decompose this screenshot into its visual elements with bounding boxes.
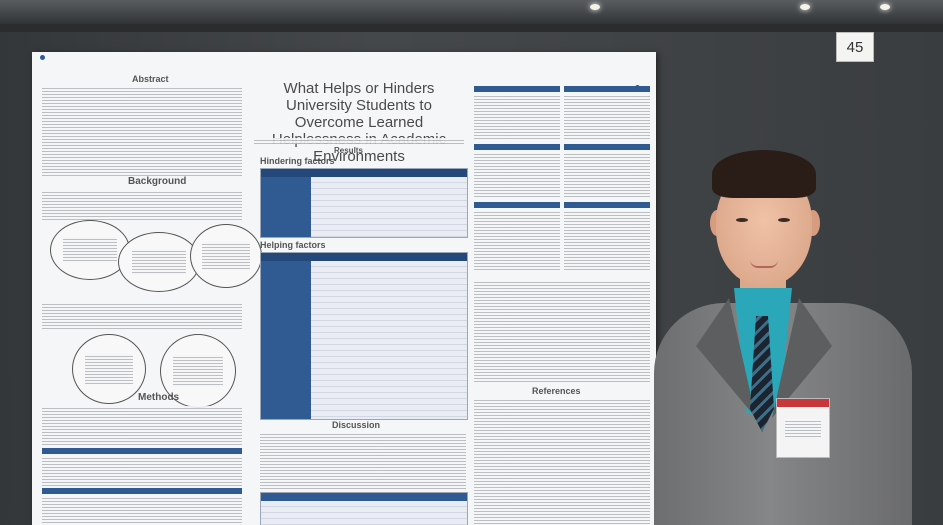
ceiling-light [800, 4, 810, 10]
references-text [474, 398, 650, 525]
hindering-table [260, 168, 468, 238]
ceiling [0, 0, 943, 26]
research-poster: Abstract Background Methods What Helps o… [32, 52, 656, 525]
booth-number: 45 [846, 38, 864, 56]
participants-text [42, 456, 242, 486]
board-frame [0, 24, 943, 32]
table-header-bar [42, 488, 242, 494]
ceiling-light [590, 4, 600, 10]
diagram-node [50, 220, 130, 280]
discussion-heading: Discussion [332, 420, 381, 430]
author-line [254, 138, 464, 144]
box-text [564, 152, 650, 198]
references-heading: References [532, 386, 581, 396]
box-text [564, 210, 650, 270]
table-header-bar [42, 448, 242, 454]
ceiling-light [880, 4, 890, 10]
methods-heading: Methods [138, 392, 180, 403]
box-header-bar [564, 202, 650, 208]
badge-text [785, 419, 821, 437]
smile [750, 260, 778, 268]
eye [778, 218, 790, 222]
box-header-bar [474, 86, 560, 92]
abstract-text [42, 86, 242, 178]
eye [736, 218, 748, 222]
methods-text [42, 406, 242, 446]
questions-text [42, 496, 242, 525]
name-badge [776, 398, 830, 458]
box-header-bar [564, 86, 650, 92]
helping-table [260, 252, 468, 420]
box-text [474, 94, 560, 140]
pushpin-icon [40, 55, 45, 60]
box-header-bar [474, 144, 560, 150]
badge-strip [777, 399, 829, 407]
diagram-node [72, 334, 146, 404]
limitations-text [474, 280, 650, 384]
box-text [474, 210, 560, 270]
abstract-heading: Abstract [132, 74, 169, 84]
poster-title: What Helps or Hinders University Student… [272, 80, 446, 165]
diagram-node [160, 334, 236, 408]
diagram-node [190, 224, 262, 288]
helping-heading: Helping factors [260, 240, 326, 250]
discussion-text [260, 432, 466, 490]
diagram-node [118, 232, 200, 292]
hair [712, 150, 816, 198]
results-heading: Results [334, 146, 363, 155]
presenter-person [654, 148, 943, 525]
discussion-table [260, 492, 468, 525]
background-text-2 [42, 302, 242, 330]
booth-number-card: 45 [836, 32, 874, 62]
background-heading: Background [128, 176, 187, 187]
box-text [564, 94, 650, 140]
box-header-bar [474, 202, 560, 208]
hindering-heading: Hindering factors [260, 156, 335, 166]
box-header-bar [564, 144, 650, 150]
box-text [474, 152, 560, 198]
background-text [42, 190, 242, 220]
